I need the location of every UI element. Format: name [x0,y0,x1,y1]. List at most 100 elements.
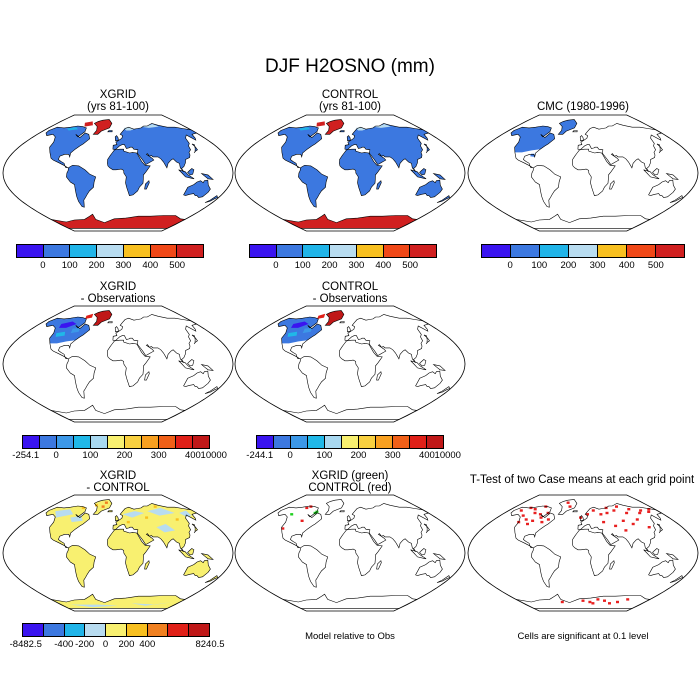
colorbar-swatch [97,245,124,257]
obs-diff-greenland [93,310,112,326]
snow-greenland [325,119,344,135]
land-greenland [557,119,578,135]
land-greenland [557,499,578,515]
colorbar-tick-label: 100 [316,450,333,461]
sig-cell [626,598,630,601]
diff-lightblue-2 [122,511,145,518]
sig-cell [621,519,625,522]
land-australia [415,179,443,198]
land-samerica [298,355,329,399]
panel-title-xgrid-obs: XGRID - Observations [80,281,156,305]
colorbar-swatch [85,624,107,636]
panel-title-ttest: T-Test of two Case means at each grid po… [469,474,695,486]
sig-cell [526,522,529,526]
land-borneo [187,548,195,556]
land-greenland [324,499,345,515]
land-eurasia [112,314,198,363]
obs-diff-canada-neg [59,321,77,328]
colorbar-tick-label: 300 [150,450,167,461]
colorbar-swatch [291,436,308,448]
land-namerica [510,125,556,169]
land-antarctica [50,404,187,420]
land-uk [579,515,584,522]
colorbar-tick-label: 500 [647,260,664,271]
colorbar-swatch [126,624,148,636]
sig-cell [608,602,611,605]
colorbar-swatch [147,624,169,636]
colorbar-control-obs [256,435,444,449]
sig-cell [635,518,639,521]
snow-land-uk [347,135,351,141]
land-eurasia [112,123,198,172]
land-japan [191,143,198,154]
colorbar-swatch [108,436,125,448]
sig-cell [614,524,618,528]
colorbar-swatch [142,436,159,448]
diff-lightblue-3 [147,507,175,516]
colorbar-swatch [106,624,127,636]
colorbar-tick-label: -244.1 [246,450,274,461]
figure-title: DJF H2OSNO (mm) [265,56,435,77]
snow-land-ng [201,173,213,180]
map-xgrid [2,114,234,232]
land-antarctica [515,213,652,229]
sig-cell [533,508,537,511]
land-madagascar [609,560,615,570]
land-antarctica [50,593,187,609]
obs-diff-hudson [70,327,81,334]
land-indo [410,360,427,371]
land-japan [191,334,198,345]
colorbar-tick-label: -8482.5 [9,639,42,650]
colorbar-swatch [176,436,193,448]
land-uk [114,515,119,522]
map-frame [234,114,466,232]
land-antarctica [282,593,419,609]
colorbar-tick-label: 400 [142,260,159,271]
snow-land-eurasia [112,123,197,172]
colorbar-tick-label: 0 [53,450,59,461]
land-ng [432,364,446,371]
colorbar-swatch [325,436,342,448]
map-cmc [467,114,699,232]
diff-orange-cell [81,506,85,510]
land-ng [200,173,214,180]
land-namerica [45,125,91,169]
land-africa [572,528,616,576]
land-icel [107,130,113,133]
diff-land-borneo [187,548,194,555]
snow-land-africa [107,149,151,196]
sig-cell [539,516,543,519]
panel-title-cmc: CMC (1980-1996) [536,101,630,113]
sig-cell [524,518,528,521]
land-nz [436,195,450,203]
snow-land-eurasia [344,123,429,172]
sig-cell [540,520,544,524]
colorbar-swatch [23,436,40,448]
colorbar-tick-label: 100 [82,450,99,461]
colorbar-swatch [482,245,511,257]
land-japan [191,523,198,534]
land-namerica [277,316,323,360]
land-japan [423,334,430,345]
red-cell [309,505,313,508]
land-samerica [531,164,562,208]
map-frame [467,114,699,232]
colorbar-tick-label: 400 [139,639,156,650]
sig-cell [647,526,651,529]
diff-lightblue-4 [179,510,192,517]
colorbar-swatch [250,245,277,257]
land-japan [423,143,430,154]
colorbar-tick-label: 200 [560,260,577,271]
land-namerica [277,505,323,549]
snow-siberia [372,124,391,128]
snow-land-namerica [46,126,90,168]
land-madagascar [376,371,382,381]
land-nz [669,575,683,583]
sig-cell [533,511,537,515]
diff-lightblue-0 [55,509,74,518]
land-africa [339,528,383,576]
snow-land-australia [183,180,211,198]
colorbar-xgrid-obs [22,435,210,449]
land-icel [339,130,345,133]
land-namerica [45,316,91,360]
